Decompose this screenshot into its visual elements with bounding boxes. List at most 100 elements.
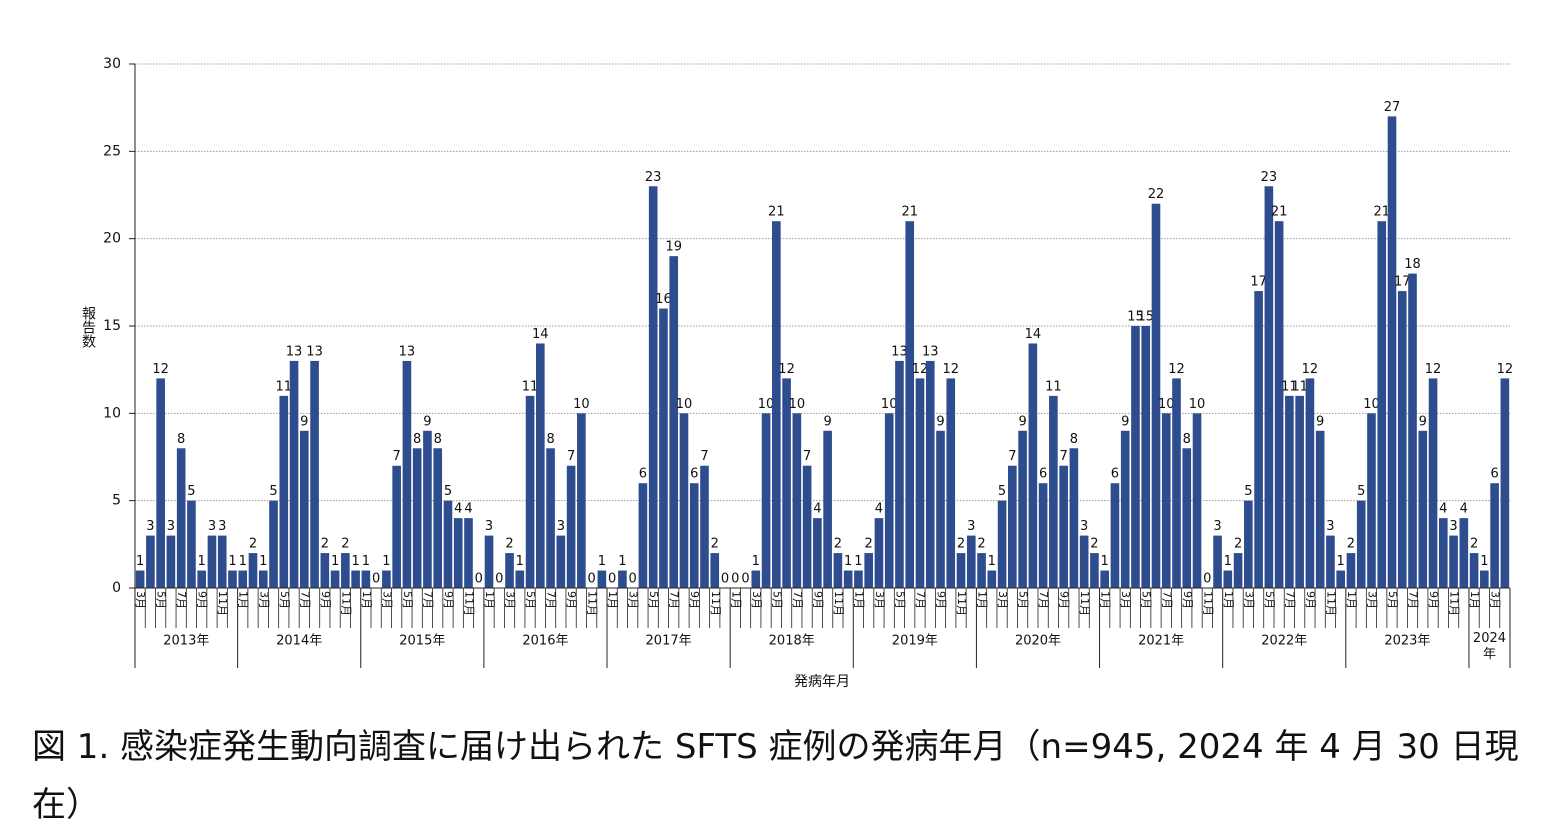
data-label: 13	[891, 344, 908, 359]
bar	[1182, 448, 1192, 588]
x-tick-label: 7月	[545, 591, 558, 609]
bar	[341, 553, 350, 588]
x-tick-label: 5月	[1263, 591, 1276, 609]
x-tick-label: 11月	[1448, 591, 1461, 616]
data-label: 12	[1425, 362, 1442, 377]
year-label: 2015年	[399, 634, 445, 649]
x-tick-label: 3月	[1242, 591, 1255, 609]
data-label: 5	[269, 484, 277, 499]
bar	[966, 535, 976, 588]
data-label: 2	[321, 537, 329, 552]
bar	[669, 256, 679, 588]
bar	[854, 570, 863, 588]
data-label: 6	[1490, 467, 1498, 482]
data-label: 3	[146, 519, 154, 534]
x-tick-label: 3月	[873, 591, 886, 609]
x-tick-label: 11月	[955, 591, 968, 616]
x-tick-label: 9月	[811, 591, 824, 609]
data-label: 9	[1419, 414, 1427, 429]
data-label: 11	[1045, 379, 1062, 394]
bar	[300, 430, 309, 588]
x-tick-label: 1月	[729, 591, 742, 609]
bar	[310, 360, 319, 588]
data-label: 1	[198, 554, 206, 569]
bar	[1326, 535, 1335, 588]
y-tick-label: 0	[112, 580, 121, 596]
data-label: 3	[967, 519, 975, 534]
bar	[176, 448, 186, 588]
bar	[464, 518, 473, 588]
data-label: 3	[485, 519, 493, 534]
data-label: 1	[752, 554, 760, 569]
bar	[217, 535, 227, 588]
data-label: 12	[778, 362, 795, 377]
data-label: 10	[1189, 397, 1206, 412]
bar	[187, 500, 196, 588]
data-label: 4	[875, 502, 883, 517]
data-label: 9	[423, 414, 431, 429]
data-label: 12	[942, 362, 959, 377]
bar	[1274, 221, 1284, 588]
bar	[525, 395, 535, 588]
data-label: 12	[152, 362, 169, 377]
x-tick-label: 1月	[1468, 591, 1481, 609]
data-label: 0	[587, 572, 595, 587]
data-label: 5	[444, 484, 452, 499]
bar	[1295, 395, 1304, 588]
data-label: 14	[1025, 327, 1042, 342]
x-tick-label: 11月	[1324, 591, 1337, 616]
data-label: 7	[393, 449, 401, 464]
bar	[156, 378, 165, 588]
x-tick-label: 9月	[688, 591, 701, 609]
data-label: 0	[629, 572, 637, 587]
data-label: 1	[239, 554, 247, 569]
x-tick-label: 7月	[791, 591, 804, 609]
data-label: 0	[495, 572, 503, 587]
bar	[1387, 116, 1397, 589]
bar	[1008, 465, 1017, 588]
data-label: 9	[1018, 414, 1026, 429]
y-tick-label: 20	[103, 231, 121, 247]
bar	[1161, 413, 1171, 588]
data-label: 10	[1158, 397, 1175, 412]
data-label: 3	[1326, 519, 1334, 534]
bar	[792, 413, 802, 588]
data-label: 4	[1460, 502, 1468, 517]
bar	[1141, 326, 1151, 588]
x-tick-label: 3月	[504, 591, 517, 609]
data-label: 8	[1183, 432, 1191, 447]
bar	[1315, 430, 1325, 588]
data-label: 19	[665, 240, 682, 255]
year-label: 2016年	[522, 634, 568, 649]
bar	[648, 186, 658, 588]
y-tick-label: 30	[103, 56, 121, 72]
x-tick-label: 1月	[1099, 591, 1112, 609]
bar	[382, 570, 391, 588]
bar	[618, 570, 627, 588]
x-tick-label: 11月	[709, 591, 722, 616]
data-label: 7	[803, 449, 811, 464]
bar	[864, 553, 873, 588]
bar	[207, 535, 217, 588]
data-label: 5	[998, 484, 1006, 499]
bar	[782, 378, 791, 588]
x-tick-label: 1月	[606, 591, 619, 609]
x-tick-label: 9月	[1181, 591, 1194, 609]
bar	[1233, 553, 1243, 588]
bar	[423, 430, 432, 588]
bar	[1110, 483, 1120, 588]
data-label: 2	[341, 537, 349, 552]
bar	[1377, 221, 1387, 588]
data-label: 11	[1281, 379, 1298, 394]
data-label: 5	[1244, 484, 1252, 499]
data-label: 9	[936, 414, 944, 429]
x-tick-label: 9月	[319, 591, 332, 609]
x-tick-label: 5月	[1140, 591, 1153, 609]
year-label: 2021年	[1138, 634, 1184, 649]
data-label: 12	[912, 362, 929, 377]
bar	[146, 535, 155, 588]
data-label: 13	[922, 344, 939, 359]
data-label: 15	[1127, 310, 1144, 325]
data-label: 0	[1203, 572, 1211, 587]
